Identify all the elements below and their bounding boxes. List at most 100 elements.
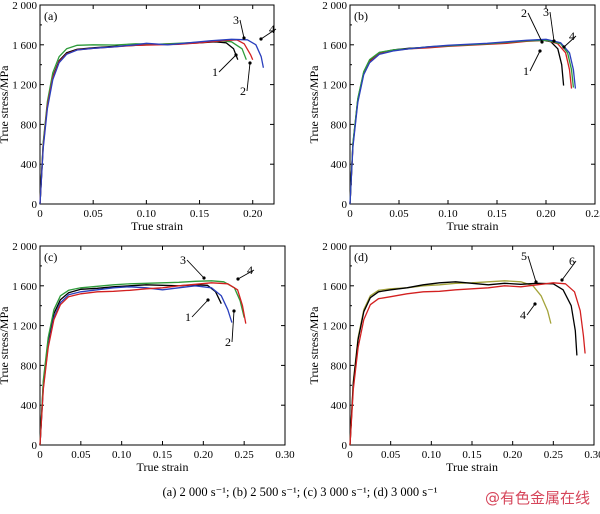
- y-tick-label: 2 000: [12, 0, 37, 12]
- curve-annotation: 2: [521, 6, 527, 20]
- x-tick-label: 0.05: [381, 449, 401, 461]
- curve-annotation: 3: [233, 13, 239, 27]
- x-tick-label: 0.10: [438, 208, 458, 220]
- y-tick-label: 0: [342, 440, 348, 452]
- annotation-leader: [237, 269, 255, 280]
- annotation-leader: [218, 54, 237, 73]
- y-tick-label: 400: [331, 159, 348, 171]
- curve-annotation: 2: [225, 335, 231, 349]
- y-tick-label: 800: [331, 360, 348, 372]
- annotation-arrowhead: [236, 277, 240, 281]
- series-line-4: [349, 38, 577, 205]
- x-tick-label: 0.25: [235, 449, 255, 461]
- y-tick-label: 800: [21, 360, 38, 372]
- annotation-arrowhead: [538, 49, 542, 53]
- y-tick-label: 1 600: [322, 281, 347, 293]
- series-line-4: [39, 38, 265, 205]
- panel-label: (c): [44, 250, 57, 264]
- y-tick-label: 400: [21, 159, 38, 171]
- y-tick-label: 400: [21, 400, 38, 412]
- x-tick-label: 0.10: [137, 208, 157, 220]
- curve-annotation: 5: [521, 249, 527, 263]
- annotation-leader: [549, 11, 555, 42]
- series-line-4: [39, 282, 247, 446]
- chart-panel-d: 0 400 800 1 200 1 600 2 000 0 0.05 0.10 0.15 0.20 0…: [307, 241, 600, 474]
- x-tick-label: 0.25: [544, 449, 564, 461]
- annotation-leader: [239, 19, 245, 39]
- panel-label: (a): [44, 9, 57, 23]
- y-tick-label: 1 200: [322, 321, 347, 333]
- x-tick-label: 0.15: [153, 449, 173, 461]
- x-tick-label: 0.05: [71, 449, 91, 461]
- series-line-3: [39, 39, 254, 205]
- curve-annotation: 4: [269, 22, 275, 36]
- y-tick-label: 0: [32, 440, 38, 452]
- x-tick-label: 0.10: [112, 449, 132, 461]
- y-tick-label: 1 600: [322, 40, 347, 52]
- x-tick-label: 0.15: [462, 449, 482, 461]
- series-line-4: [349, 280, 552, 446]
- x-tick-label: 0.15: [487, 208, 507, 220]
- figure-caption: (a) 2 000 s⁻¹; (b) 2 500 s⁻¹; (c) 3 000 …: [162, 485, 438, 499]
- x-tick-label: 0.30: [275, 449, 295, 461]
- y-tick-label: 400: [331, 400, 348, 412]
- y-tick-label: 1 200: [322, 80, 347, 92]
- y-axis-label: True stress/MPa: [307, 306, 321, 385]
- annotation-leader: [527, 255, 537, 283]
- y-axis-label: True stress/MPa: [0, 306, 11, 385]
- series-line-3: [39, 280, 245, 446]
- annotation-leader: [231, 310, 235, 343]
- y-tick-label: 2 000: [322, 241, 347, 253]
- annotation-leader: [561, 260, 577, 281]
- annotation-leader: [191, 299, 209, 318]
- annotation-leader: [527, 12, 543, 43]
- curve-annotation: 4: [247, 263, 253, 277]
- x-tick-label: 0.20: [194, 449, 214, 461]
- annotation-arrowhead: [259, 37, 263, 41]
- y-axis-label: True stress/MPa: [307, 65, 321, 144]
- chart-panel-a: 0 400 800 1 200 1 600 2 000 0 0.05 0.10 0.15 0.20 T…: [0, 0, 277, 233]
- annotation-leader: [260, 28, 277, 40]
- annotation-arrowhead: [248, 61, 252, 65]
- chart-panel-b: 0 400 800 1 200 1 600 2 000 0 0.05 0.10 0.15 0.20 0…: [307, 0, 600, 233]
- x-axis-label: True strain: [447, 219, 499, 233]
- curve-annotation: 3: [180, 253, 186, 267]
- x-tick-label: 0.20: [243, 208, 263, 220]
- curve-annotation: 1: [212, 65, 218, 79]
- annotation-arrowhead: [234, 53, 238, 57]
- x-tick-label: 0.30: [584, 449, 600, 461]
- panel-label: (d): [354, 250, 368, 264]
- x-tick-label: 0.20: [503, 449, 523, 461]
- x-tick-label: 0.25: [585, 208, 600, 220]
- y-tick-label: 800: [21, 119, 38, 131]
- series-line-3: [349, 39, 575, 205]
- panel-label: (b): [354, 9, 368, 23]
- annotation-leader: [563, 35, 577, 48]
- curve-annotation: 3: [543, 5, 549, 19]
- plot-frame: [349, 4, 596, 205]
- y-tick-label: 1 600: [12, 40, 37, 52]
- curve-annotation: 4: [520, 308, 526, 322]
- plot-frame: [349, 245, 595, 446]
- annotation-arrowhead: [552, 39, 556, 43]
- x-tick-label: 0: [347, 208, 353, 220]
- y-tick-label: 2 000: [322, 0, 347, 12]
- x-axis-label: True strain: [446, 460, 498, 474]
- x-tick-label: 0: [37, 208, 43, 220]
- series-line-1: [39, 41, 239, 205]
- annotation-arrowhead: [202, 276, 206, 280]
- annotation-leader: [529, 50, 541, 72]
- x-tick-label: 0.10: [422, 449, 442, 461]
- y-tick-label: 800: [331, 119, 348, 131]
- series-line-1: [39, 284, 222, 446]
- curve-annotation: 2: [240, 84, 246, 98]
- annotation-arrowhead: [206, 298, 210, 302]
- series-line-2: [349, 39, 573, 205]
- annotation-leader: [526, 303, 536, 316]
- x-tick-label: 0.05: [389, 208, 409, 220]
- x-axis-label: True strain: [137, 460, 189, 474]
- curve-annotation: 4: [569, 29, 575, 43]
- x-tick-label: 0.15: [190, 208, 210, 220]
- series-line-5: [349, 281, 578, 446]
